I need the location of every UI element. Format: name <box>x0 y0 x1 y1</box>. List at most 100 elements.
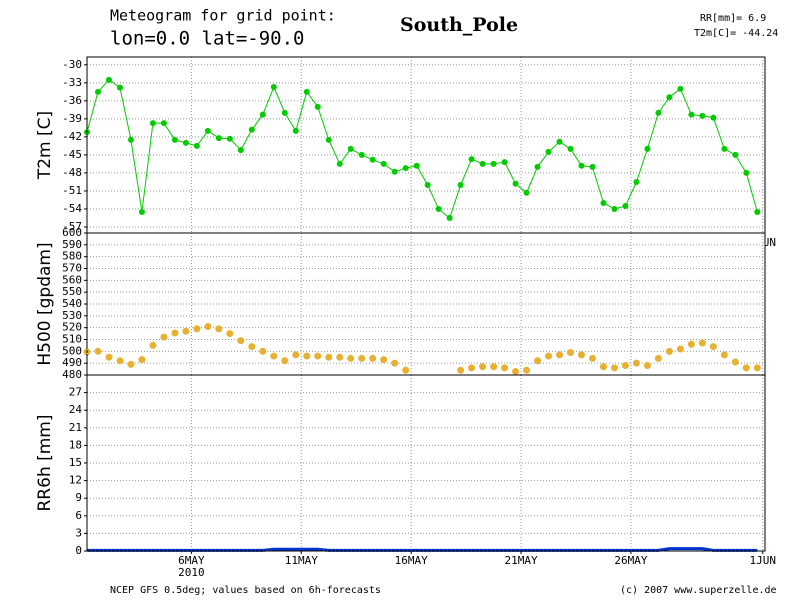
footer-right: (c) 2007 www.superzelle.de <box>620 585 777 596</box>
y-axis-label: T2m [C] <box>35 111 55 180</box>
y-tick-label: 15 <box>69 456 82 469</box>
point <box>402 366 410 374</box>
point <box>94 347 102 355</box>
footer-left: NCEP GFS 0.5deg; values based on 6h-fore… <box>110 585 381 596</box>
point <box>446 214 453 221</box>
point <box>665 347 673 355</box>
point <box>358 151 365 158</box>
point <box>490 363 498 371</box>
point <box>402 165 409 172</box>
y-axis-label: RR6h [mm] <box>35 414 55 511</box>
y-tick-label: 3 <box>75 526 82 539</box>
point <box>138 356 146 364</box>
point <box>94 88 101 95</box>
point <box>588 354 596 362</box>
point <box>303 88 310 95</box>
point <box>292 351 300 359</box>
point <box>369 354 377 362</box>
x-tick-label: 1JUN <box>750 554 777 567</box>
point <box>336 160 343 167</box>
point <box>600 199 607 206</box>
point <box>248 126 255 133</box>
point <box>699 112 706 119</box>
x-tick-label: 16MAY <box>395 554 428 567</box>
point <box>127 360 135 368</box>
header-rr: RR[mm]= 6.9 <box>700 13 766 24</box>
point <box>336 353 344 361</box>
point <box>578 162 585 169</box>
y-tick-label: -57 <box>62 220 82 233</box>
point <box>501 159 508 166</box>
y-tick-label: -54 <box>62 202 82 215</box>
y-tick-label: -51 <box>62 184 82 197</box>
point <box>666 94 673 101</box>
point <box>556 138 563 145</box>
header-place: South_Pole <box>400 14 518 36</box>
point <box>127 136 134 143</box>
point <box>577 351 585 359</box>
point <box>281 357 289 365</box>
point <box>105 76 112 83</box>
point <box>512 180 519 187</box>
point <box>622 202 629 209</box>
point <box>632 359 640 367</box>
point <box>687 340 695 348</box>
y-tick-label: 0 <box>75 544 82 557</box>
y-tick-label: -45 <box>62 148 82 161</box>
panel-border <box>86 374 766 552</box>
y-tick-label: 540 <box>62 297 82 310</box>
point <box>644 145 651 152</box>
point <box>160 333 168 341</box>
y-tick-label: 490 <box>62 356 82 369</box>
y-tick-label: 500 <box>62 344 82 357</box>
y-tick-label: 21 <box>69 421 82 434</box>
point <box>556 351 564 359</box>
year-label: 2010 <box>178 566 205 579</box>
point <box>391 359 399 367</box>
point <box>171 329 179 337</box>
y-tick-label: 580 <box>62 250 82 263</box>
point <box>567 349 575 357</box>
point <box>380 356 388 364</box>
y-tick-label: 510 <box>62 333 82 346</box>
point <box>534 163 541 170</box>
y-tick-label: -42 <box>62 130 82 143</box>
point <box>654 354 662 362</box>
point <box>248 343 256 351</box>
point <box>688 111 695 118</box>
y-tick-label: 560 <box>62 273 82 286</box>
point <box>182 139 189 146</box>
point <box>259 347 267 355</box>
point <box>105 353 113 361</box>
point <box>270 352 278 360</box>
y-tick-label: 570 <box>62 262 82 275</box>
point <box>567 145 574 152</box>
y-tick-label: 9 <box>75 491 82 504</box>
point <box>720 351 728 359</box>
point <box>369 156 376 163</box>
point <box>303 352 311 360</box>
point <box>731 358 739 366</box>
point <box>523 189 530 196</box>
y-tick-label: 6 <box>75 509 82 522</box>
point <box>226 135 233 142</box>
point <box>347 354 355 362</box>
point <box>149 120 156 127</box>
y-tick-label: 24 <box>69 403 83 416</box>
point <box>710 114 717 121</box>
point <box>621 362 629 370</box>
point <box>490 160 497 167</box>
point <box>468 364 476 372</box>
point <box>116 357 124 365</box>
point <box>193 325 201 333</box>
y-axis-label: H500 [gpdam] <box>35 242 55 365</box>
point <box>171 136 178 143</box>
y-tick-label: 12 <box>69 474 82 487</box>
point <box>270 84 277 91</box>
point <box>325 136 332 143</box>
point <box>435 205 442 212</box>
point <box>545 352 553 360</box>
point <box>204 322 212 330</box>
point <box>599 363 607 371</box>
